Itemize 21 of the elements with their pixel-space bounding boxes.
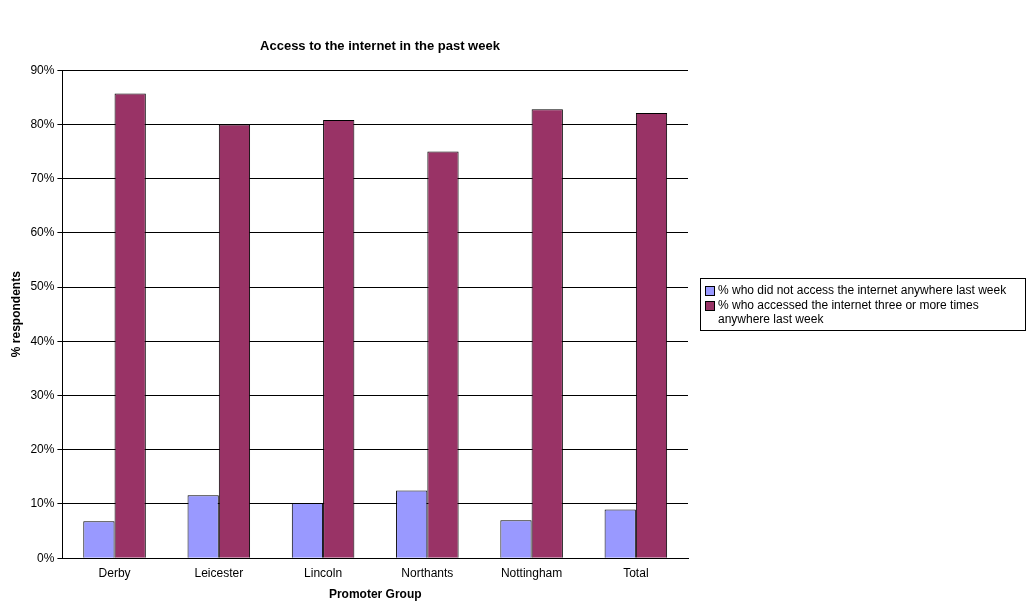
y-tick-label: 90% <box>30 62 55 77</box>
x-tick-label: Derby <box>98 565 131 580</box>
legend-label: % who did not access the internet anywhere last week <box>718 283 1007 297</box>
y-tick-label: 50% <box>30 279 55 294</box>
y-axis-title: % respondents <box>8 270 23 358</box>
y-tick-label: 70% <box>30 170 55 185</box>
y-tick-label: 80% <box>30 116 55 131</box>
y-tick-label: 0% <box>37 550 55 565</box>
x-tick-label: Total <box>623 565 649 580</box>
x-tick-label: Leicester <box>194 565 244 580</box>
chart-title: Access to the internet in the past week <box>259 38 501 53</box>
y-tick-label: 60% <box>30 225 55 240</box>
legend-label: % who accessed the internet three or more times anywhere last week <box>718 298 980 326</box>
x-tick-label: Nottingham <box>500 565 563 580</box>
y-tick-label: 10% <box>30 496 55 511</box>
x-tick-label: Lincoln <box>304 565 343 580</box>
x-axis-title: Promoter Group <box>328 587 422 602</box>
x-tick-label: Northants <box>401 565 454 580</box>
y-tick-label: 20% <box>30 442 55 457</box>
y-tick-label: 30% <box>30 387 55 402</box>
y-tick-label: 40% <box>30 333 55 348</box>
